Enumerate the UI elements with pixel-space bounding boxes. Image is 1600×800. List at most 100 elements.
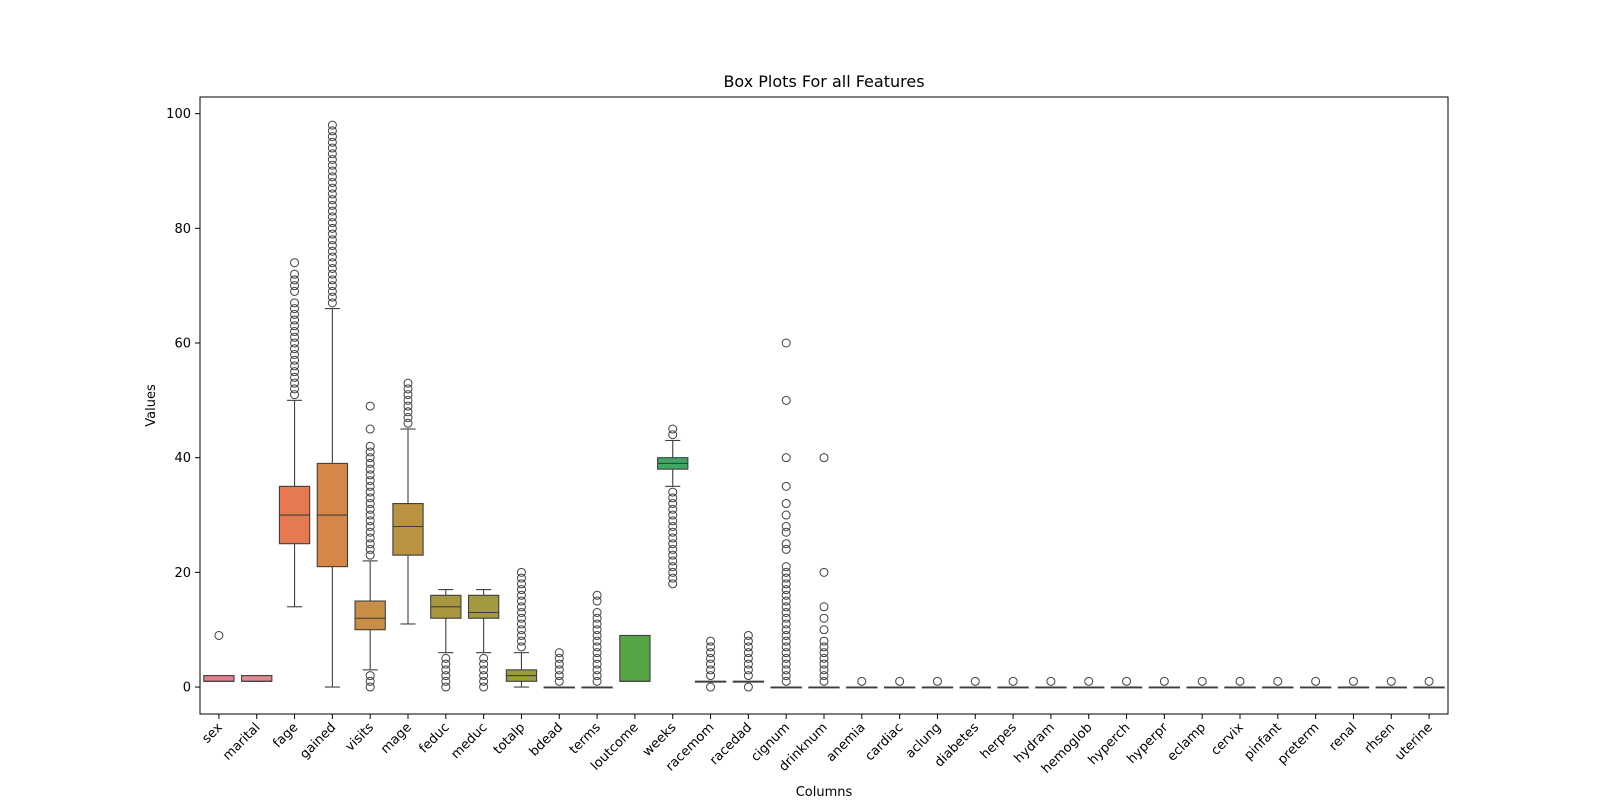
outlier-point <box>781 521 791 531</box>
outlier-point <box>290 327 300 337</box>
outlier-point <box>327 200 337 210</box>
outlier-point <box>365 676 375 686</box>
outlier-point <box>365 682 375 692</box>
outlier-point <box>819 636 829 646</box>
outlier-point <box>781 625 791 635</box>
outlier-point <box>895 676 905 686</box>
outlier-point <box>327 258 337 268</box>
outlier-point <box>706 671 716 681</box>
outlier-point <box>668 567 678 577</box>
x-tick-label: meduc <box>449 720 491 762</box>
x-tick-label: fage <box>270 720 301 751</box>
outlier-point <box>970 676 980 686</box>
box-racemom <box>694 636 727 692</box>
box-cignum <box>770 338 802 689</box>
outlier-point <box>479 653 489 663</box>
box-rhsen <box>1375 676 1407 689</box>
outlier-point <box>327 183 337 193</box>
outlier-point <box>290 332 300 342</box>
box-renal <box>1337 676 1370 689</box>
box-meduc <box>467 589 500 692</box>
outlier-point <box>1348 676 1358 686</box>
box-marital <box>241 675 273 682</box>
outlier-point <box>327 275 337 285</box>
box-diabetes <box>959 676 991 689</box>
outlier-point <box>403 378 413 388</box>
outlier-point <box>592 642 602 652</box>
outlier-point <box>327 292 337 302</box>
y-tick-label: 40 <box>174 451 191 466</box>
outlier-point <box>327 172 337 182</box>
box-preterm <box>1299 676 1332 689</box>
outlier-point <box>327 126 337 136</box>
outlier-point <box>327 195 337 205</box>
outlier-point <box>327 160 337 170</box>
outlier-point <box>819 625 829 635</box>
outlier-point <box>403 413 413 423</box>
outlier-point <box>592 653 602 663</box>
outlier-point <box>365 533 375 543</box>
outlier-point <box>743 630 753 640</box>
box-body <box>467 594 500 619</box>
chart-title: Box Plots For all Features <box>723 72 924 91</box>
outlier-point <box>290 298 300 308</box>
outlier-point <box>592 619 602 629</box>
outlier-point <box>592 648 602 658</box>
x-tick-label: anemia <box>824 720 869 765</box>
outlier-point <box>290 304 300 314</box>
outlier-point <box>668 424 678 434</box>
x-tick-label: renal <box>1326 720 1360 754</box>
outlier-point <box>327 212 337 222</box>
outlier-point <box>1159 676 1169 686</box>
box-terms <box>581 590 613 689</box>
outlier-point <box>365 487 375 497</box>
outlier-point <box>668 499 678 509</box>
outlier-point <box>479 659 489 669</box>
outlier-point <box>441 665 451 675</box>
y-tick-label: 80 <box>174 222 191 237</box>
outlier-point <box>743 671 753 681</box>
box-cervix <box>1224 676 1256 689</box>
outlier-point <box>819 453 829 463</box>
x-tick-label: eclamp <box>1165 720 1209 764</box>
outlier-point <box>592 659 602 669</box>
outlier-point <box>290 338 300 348</box>
outlier-point <box>516 642 526 652</box>
outlier-point <box>403 401 413 411</box>
x-tick-label: hyperch <box>1086 720 1134 768</box>
x-tick-label: hyperpr <box>1124 720 1171 767</box>
outlier-point <box>819 659 829 669</box>
outlier-point <box>1273 676 1283 686</box>
outlier-point <box>592 608 602 618</box>
outlier-point <box>668 556 678 566</box>
outlier-point <box>706 665 716 675</box>
outlier-point <box>327 281 337 291</box>
outlier-point <box>365 550 375 560</box>
outlier-point <box>1386 676 1396 686</box>
outlier-point <box>290 275 300 285</box>
box-body <box>619 634 651 682</box>
outlier-point <box>781 539 791 549</box>
outlier-point <box>706 659 716 669</box>
outlier-point <box>668 579 678 589</box>
outlier-point <box>327 132 337 142</box>
outlier-point <box>441 682 451 692</box>
outlier-point <box>781 671 791 681</box>
outlier-point <box>327 155 337 165</box>
box-pinfant <box>1262 676 1294 689</box>
x-axis-title: Columns <box>796 785 853 800</box>
outlier-point <box>290 378 300 388</box>
outlier-point <box>327 120 337 130</box>
outlier-point <box>781 642 791 652</box>
outlier-point <box>592 596 602 606</box>
outlier-point <box>781 653 791 663</box>
box-hyperpr <box>1148 676 1181 689</box>
outlier-point <box>554 659 564 669</box>
outlier-point <box>479 676 489 686</box>
box-body <box>241 675 273 682</box>
outlier-point <box>743 665 753 675</box>
outlier-point <box>327 166 337 176</box>
outlier-point <box>290 372 300 382</box>
outlier-point <box>365 499 375 509</box>
outlier-point <box>781 648 791 658</box>
